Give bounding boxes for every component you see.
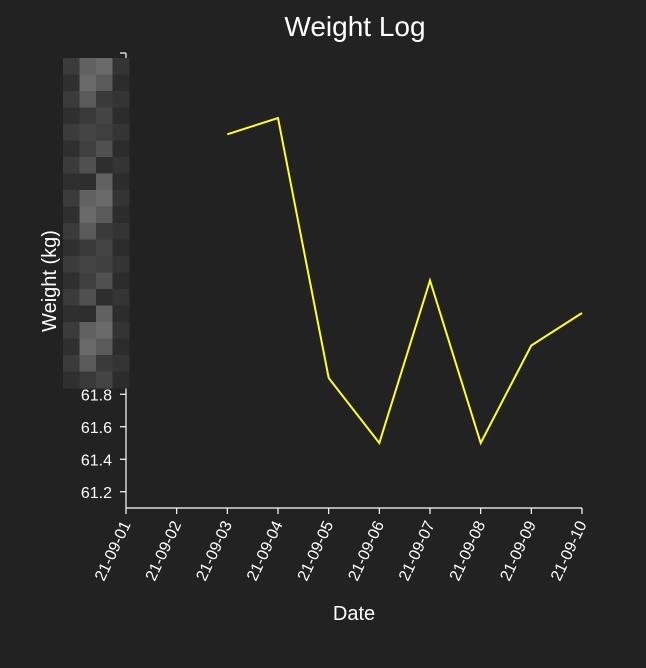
y-tick-label: 61.8	[81, 387, 112, 404]
y-axis-label: Weight (kg)	[39, 230, 61, 332]
x-tick-label: 21-09-05	[295, 518, 338, 583]
y-tick-label: 61.4	[81, 452, 112, 469]
x-tick-label: 21-09-02	[143, 518, 186, 583]
series-group	[226, 116, 583, 446]
series-line	[226, 116, 583, 446]
x-tick-label: 21-09-01	[92, 518, 135, 583]
x-tick-label: 21-09-04	[244, 518, 287, 583]
x-tick-label: 21-09-08	[447, 518, 490, 583]
x-tick-label: 21-09-07	[396, 518, 439, 583]
y-tick-label: 61.2	[81, 485, 112, 502]
redacted-block	[63, 58, 130, 389]
x-tick-label: 21-09-09	[497, 518, 540, 583]
x-axis-label: Date	[333, 603, 375, 625]
chart-title: Weight Log	[284, 11, 425, 42]
y-tick-label: 61.6	[81, 420, 112, 437]
x-tick-label: 21-09-10	[548, 518, 591, 583]
x-tick-label: 21-09-06	[345, 518, 388, 583]
y-axis-ticks: 61.2 61.4 61.6 61.8	[81, 52, 126, 502]
x-axis-ticks: 21-09-01 21-09-02 21-09-03 21-09-04 21-09-05…	[92, 508, 591, 584]
x-tick-label: 21-09-03	[193, 518, 236, 583]
